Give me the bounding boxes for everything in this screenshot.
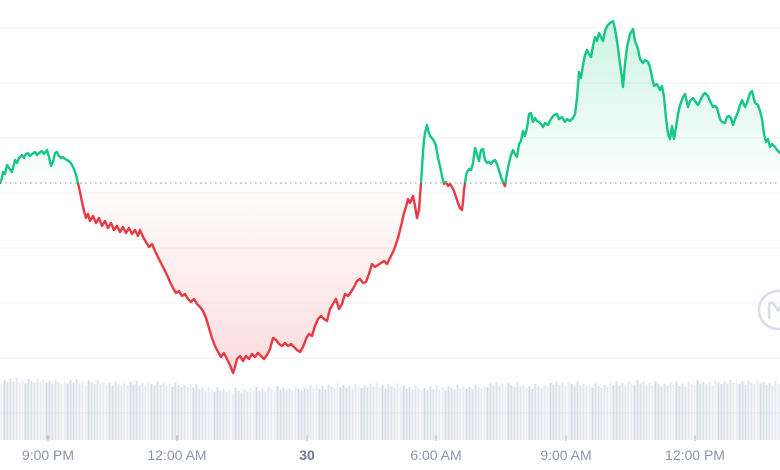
x-axis-label: 9:00 AM	[540, 447, 591, 463]
x-axis-label: 12:00 AM	[147, 447, 206, 463]
area-fill-group	[0, 21, 780, 373]
x-axis-group: 9:00 PM 12:00 AM 30 6:00 AM 9:00 AM 12:00 PM	[22, 435, 725, 463]
price-line-group	[0, 19, 780, 375]
coinmarketcap-watermark-icon	[757, 289, 780, 331]
x-axis-label: 9:00 PM	[22, 447, 74, 463]
x-axis-label: 30	[299, 447, 315, 463]
x-axis-label: 6:00 AM	[410, 447, 461, 463]
volume-bars-group	[0, 377, 780, 440]
x-axis-label: 12:00 PM	[665, 447, 725, 463]
